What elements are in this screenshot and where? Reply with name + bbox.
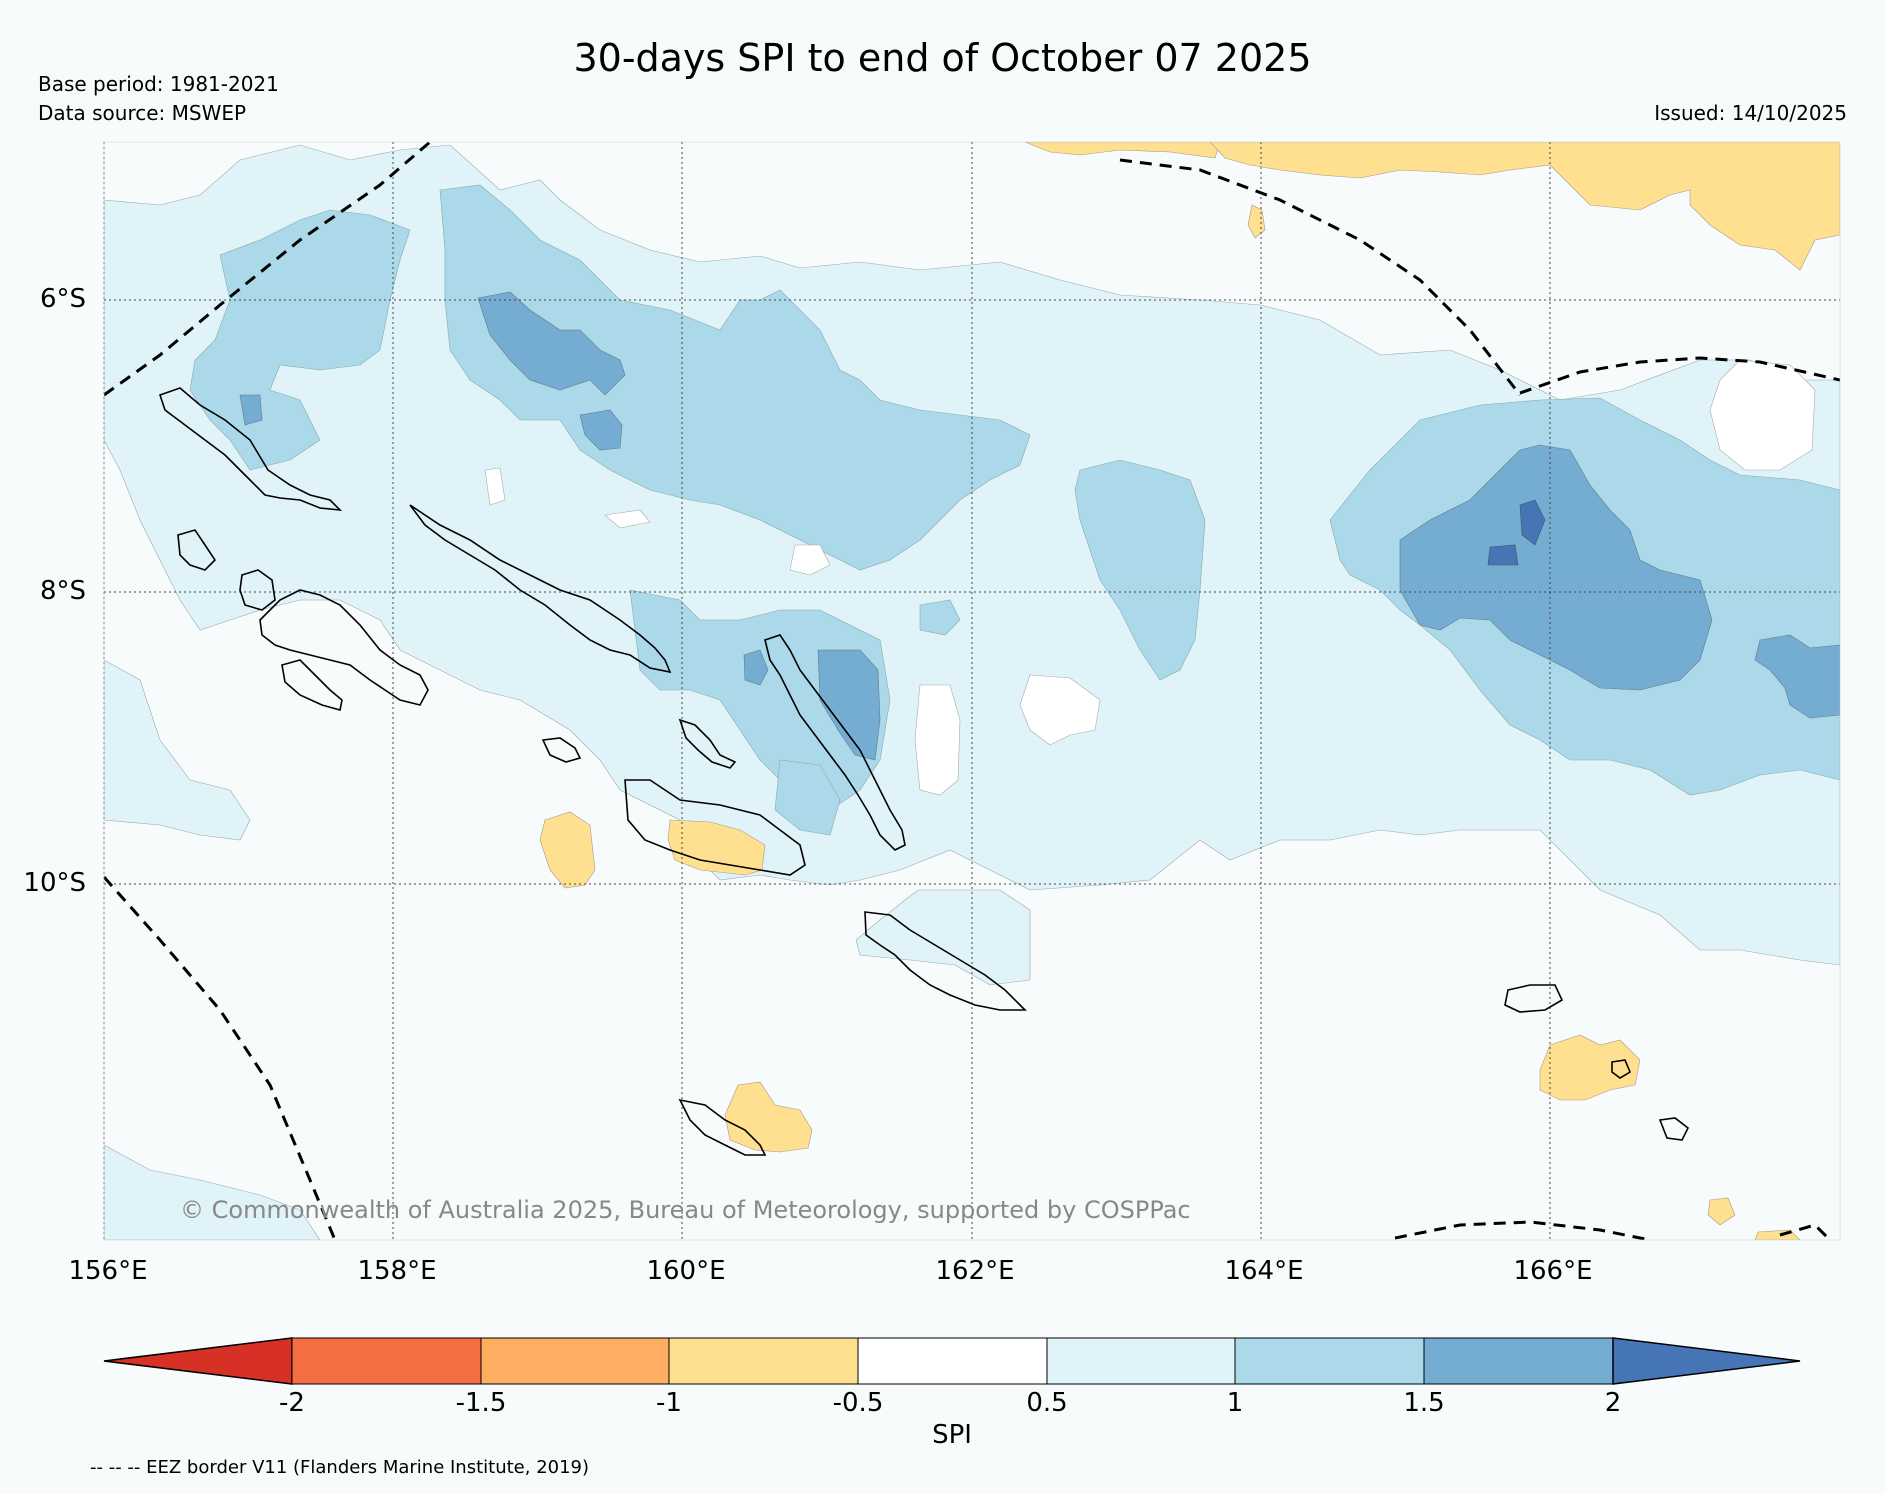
eez-border-line bbox=[1779, 1223, 1832, 1240]
spi-region-neutral bbox=[1709, 359, 1816, 471]
lat-label-8s: 8°S bbox=[39, 576, 86, 606]
spi-region-blue bbox=[774, 759, 841, 836]
lon-label-162e: 162°E bbox=[935, 1256, 1015, 1286]
lat-label-6s: 6°S bbox=[39, 284, 86, 314]
spi-region-yellow bbox=[1707, 1197, 1736, 1226]
lon-label-164e: 164°E bbox=[1224, 1256, 1304, 1286]
spi-region-yellow bbox=[1209, 142, 1840, 271]
spi-region-neutral bbox=[604, 509, 651, 529]
colorbar-tick: -1 bbox=[656, 1388, 682, 1418]
eez-borders bbox=[104, 142, 1840, 1240]
issued-date: Issued: 14/10/2025 bbox=[1654, 101, 1847, 125]
island-coastline bbox=[1504, 984, 1564, 1013]
colorbar-tick: 1 bbox=[1226, 1388, 1244, 1418]
eez-legend-note: -- -- -- EEZ border V11 (Flanders Marine… bbox=[90, 1457, 590, 1478]
spi-region-neutral bbox=[914, 684, 961, 796]
spi-region-neutral bbox=[484, 467, 506, 506]
island-coastline bbox=[281, 659, 343, 712]
base-period: Base period: 1981-2021 bbox=[38, 72, 279, 96]
spi-region-dark-blue bbox=[1754, 634, 1840, 719]
lon-label-166e: 166°E bbox=[1513, 1256, 1593, 1286]
island-coastline bbox=[177, 529, 217, 571]
spi-region-light-blue bbox=[104, 659, 251, 841]
data-source: Data source: MSWEP bbox=[38, 101, 247, 125]
spi-region-dark-blue bbox=[817, 649, 881, 761]
lon-label-156e: 156°E bbox=[68, 1256, 148, 1286]
colorbar-tick: 0.5 bbox=[1026, 1388, 1068, 1418]
spi-region-yellow bbox=[724, 1081, 813, 1153]
island-coastline bbox=[678, 1098, 767, 1156]
spi-region-light-blue bbox=[855, 889, 1031, 986]
island-coastline bbox=[409, 504, 672, 674]
colorbar-segment bbox=[857, 1337, 1048, 1385]
spi-region-neutral bbox=[789, 544, 831, 576]
colorbar-extend-low bbox=[103, 1337, 293, 1385]
colorbar-segment bbox=[1046, 1337, 1236, 1385]
colorbar-tick: 1.5 bbox=[1403, 1388, 1445, 1418]
lat-label-10s: 10°S bbox=[23, 868, 86, 898]
spi-region-yellow bbox=[539, 811, 596, 889]
lon-label-160e: 160°E bbox=[646, 1256, 726, 1286]
spi-region-blue bbox=[919, 599, 961, 636]
spi-region-dark-blue bbox=[579, 409, 623, 451]
spi-region-dark-blue bbox=[1399, 444, 1713, 691]
colorbar-extend-high bbox=[1612, 1337, 1801, 1385]
map-title: 30-days SPI to end of October 07 2025 bbox=[573, 36, 1312, 80]
colorbar-tick: -1.5 bbox=[455, 1388, 507, 1418]
island-coastline bbox=[624, 779, 806, 876]
spi-region-dark-blue bbox=[743, 649, 769, 686]
colorbar-title: SPI bbox=[932, 1420, 972, 1450]
colorbar-tick: -0.5 bbox=[832, 1388, 884, 1418]
lon-label-158e: 158°E bbox=[357, 1256, 437, 1286]
eez-border-line bbox=[1394, 1220, 1651, 1240]
spi-region-blue bbox=[629, 589, 891, 811]
spi-region-light-blue bbox=[104, 1144, 321, 1240]
spi-region-yellow bbox=[1539, 1034, 1641, 1101]
colorbar-segment bbox=[1234, 1337, 1425, 1385]
spi-field bbox=[104, 142, 1840, 1240]
colorbar-tick: 2 bbox=[1604, 1388, 1622, 1418]
colorbar-segment bbox=[291, 1337, 482, 1385]
spi-region-darkest-blue bbox=[1487, 544, 1519, 566]
eez-border-line bbox=[104, 876, 337, 1240]
copyright-text: © Commonwealth of Australia 2025, Bureau… bbox=[180, 1196, 1191, 1224]
island-coastline bbox=[764, 634, 906, 851]
spi-region-dark-blue bbox=[477, 291, 626, 396]
colorbar-tick: -2 bbox=[279, 1388, 305, 1418]
spi-region-blue bbox=[439, 184, 1031, 571]
spi-region-blue bbox=[1074, 459, 1206, 681]
spi-region-dark-blue bbox=[239, 394, 263, 426]
colorbar bbox=[103, 1337, 1801, 1385]
eez-border-line bbox=[1119, 158, 1522, 396]
island-coastline bbox=[1611, 1059, 1632, 1079]
island-coastline bbox=[158, 387, 343, 512]
coastlines bbox=[158, 387, 1690, 1156]
island-coastline bbox=[678, 718, 737, 769]
colorbar-segment bbox=[480, 1337, 670, 1385]
island-coastline bbox=[1658, 1117, 1690, 1141]
island-coastline bbox=[541, 737, 582, 763]
map-border bbox=[103, 141, 1841, 1241]
island-coastline bbox=[864, 911, 1027, 1011]
spi-region-neutral bbox=[1019, 674, 1101, 746]
colorbar-segment bbox=[1423, 1337, 1614, 1385]
colorbar-segment bbox=[668, 1337, 859, 1385]
island-coastline bbox=[239, 569, 276, 611]
island-coastline bbox=[259, 589, 429, 706]
spi-region-darkest-blue bbox=[1519, 499, 1546, 546]
